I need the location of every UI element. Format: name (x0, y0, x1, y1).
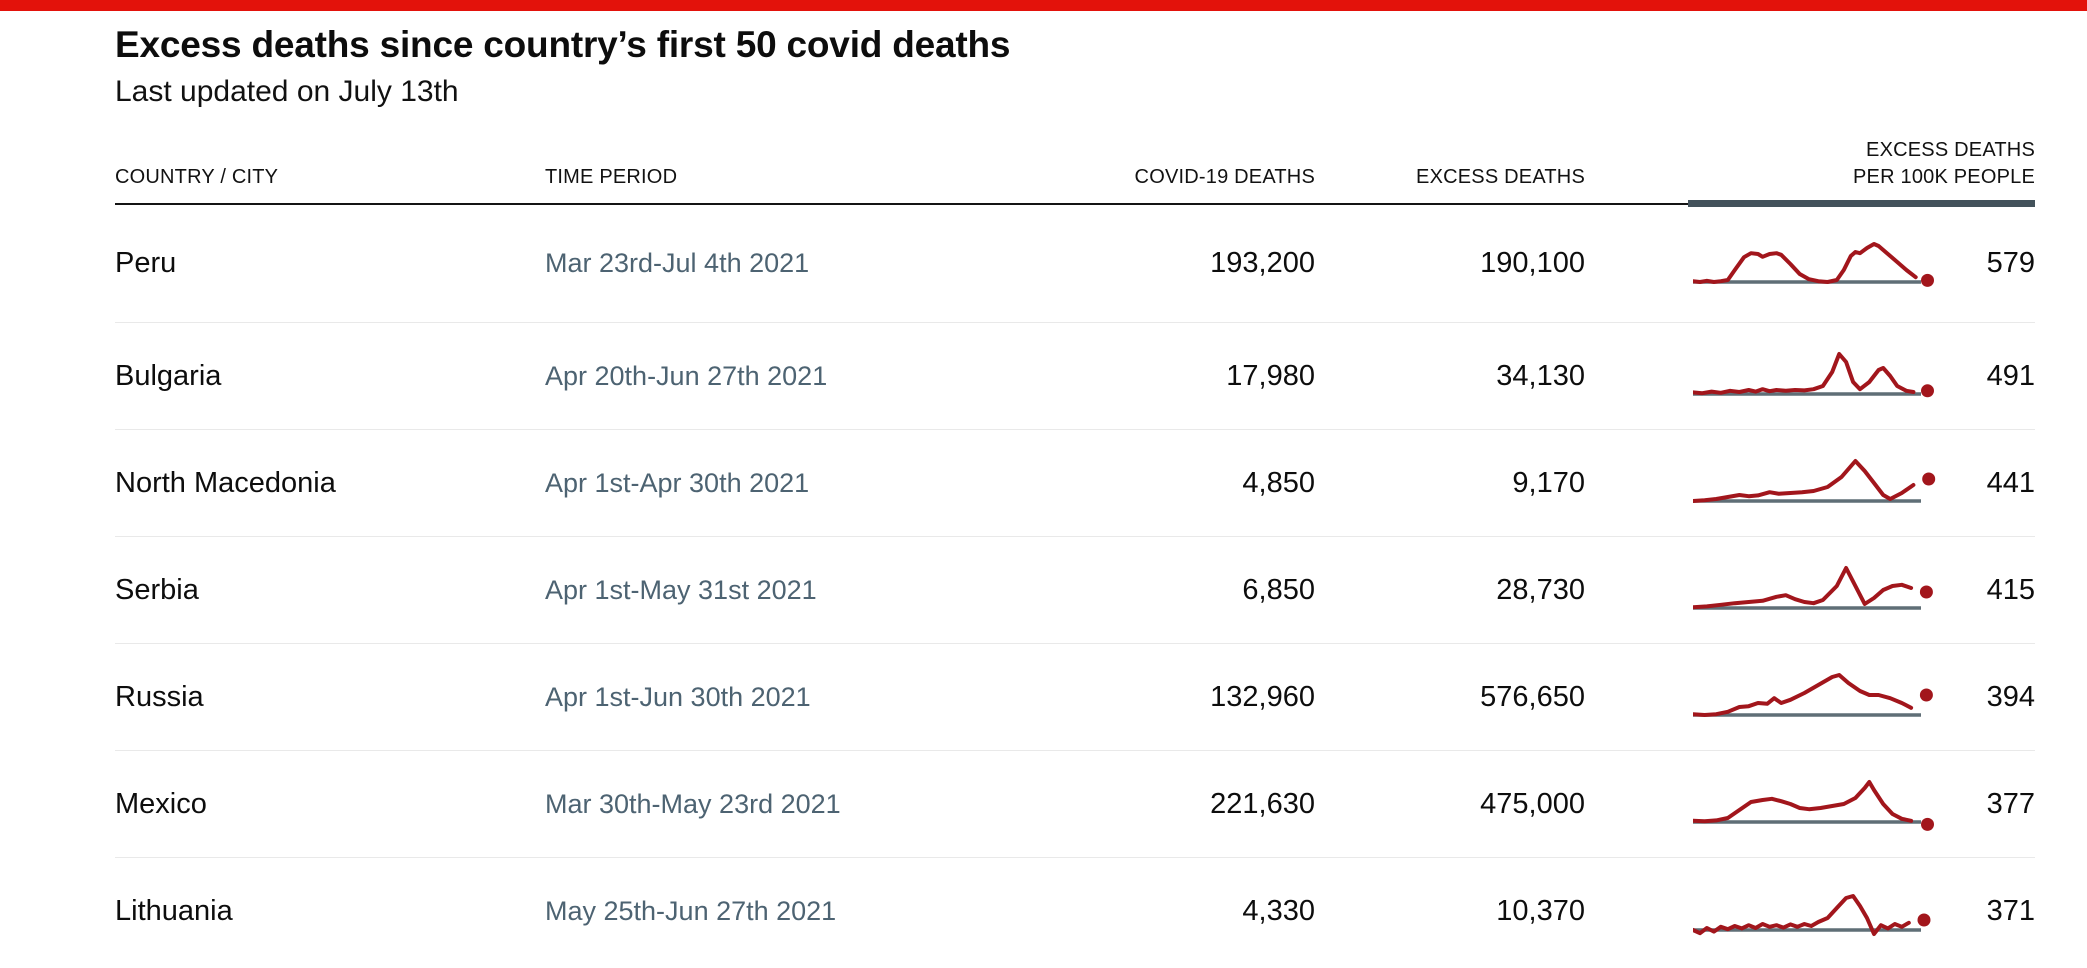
sparkline-endpoint-dot (1919, 585, 1933, 599)
excess-deaths-cell: 10,370 (1496, 895, 1585, 927)
covid-deaths-cell: 221,630 (1210, 787, 1315, 820)
table-row: Peru Mar 23rd-Jul 4th 2021 193,200 190,1… (115, 205, 2035, 323)
per-100k-value-cell: 579 (1986, 247, 2035, 279)
sparkline-line (1693, 241, 1918, 284)
sparkline-endpoint-dot (1921, 273, 1934, 287)
sparkline-cell (1585, 451, 1940, 515)
col-header-excess-deaths: EXCESS DEATHS (1416, 166, 1585, 188)
col-header-covid-deaths: COVID-19 DEATHS (1134, 166, 1315, 188)
sparkline-endpoint-dot (1921, 817, 1934, 831)
country-cell: Mexico (115, 787, 207, 820)
sparkline-cell (1585, 772, 1940, 836)
per-100k-value-cell: 371 (1986, 895, 2035, 927)
covid-deaths-cell: 132,960 (1210, 680, 1315, 713)
sparkline-line (1693, 893, 1911, 936)
country-cell: Serbia (115, 573, 199, 606)
country-cell: North Macedonia (115, 466, 336, 499)
country-cell: Bulgaria (115, 359, 222, 392)
time-period-cell: Mar 30th-May 23rd 2021 (545, 788, 841, 819)
sparkline-cell (1585, 880, 1940, 944)
per-100k-value-cell: 491 (1986, 359, 2035, 392)
col-header-excess-per-100k-line2: PER 100K PEOPLE (1853, 166, 2035, 188)
sparkline-column-rule (1688, 200, 2035, 207)
sparkline-cell (1585, 558, 1940, 622)
per-100k-value-cell: 377 (1986, 787, 2035, 820)
col-header-time-period: TIME PERIOD (545, 166, 678, 188)
excess-deaths-cell: 576,650 (1480, 680, 1585, 713)
excess-deaths-cell: 34,130 (1496, 359, 1585, 392)
excess-deaths-sparkline (1693, 459, 1936, 503)
sparkline-endpoint-dot (1917, 913, 1931, 926)
sparkline-endpoint-dot (1922, 472, 1936, 486)
col-header-country: COUNTRY / CITY (115, 166, 279, 188)
time-period-cell: Apr 1st-Apr 30th 2021 (545, 467, 810, 498)
sparkline-endpoint-dot (1919, 688, 1933, 702)
table-row: Lithuania May 25th-Jun 27th 2021 4,330 1… (115, 858, 2035, 965)
covid-deaths-cell: 6,850 (1242, 573, 1315, 606)
table-row: Russia Apr 1st-Jun 30th 2021 132,960 576… (115, 644, 2035, 751)
table-row: Mexico Mar 30th-May 23rd 2021 221,630 47… (115, 751, 2035, 858)
covid-deaths-cell: 4,330 (1242, 895, 1315, 927)
excess-deaths-sparkline (1693, 566, 1933, 610)
page-title: Excess deaths since country’s first 50 c… (115, 24, 1011, 65)
excess-deaths-table-widget: Excess deaths since country’s first 50 c… (115, 24, 2035, 965)
sparkline-cell (1585, 344, 1940, 408)
table-header: COUNTRY / CITY TIME PERIOD COVID-19 DEAT… (115, 109, 2035, 207)
sparkline-line (1693, 673, 1914, 717)
covid-deaths-cell: 17,980 (1226, 359, 1315, 392)
sparkline-line (1693, 459, 1916, 503)
time-period-cell: Mar 23rd-Jul 4th 2021 (545, 248, 810, 278)
excess-deaths-sparkline (1693, 780, 1934, 831)
per-100k-value-cell: 394 (1986, 680, 2035, 713)
sparkline-line (1693, 352, 1916, 396)
country-cell: Peru (115, 247, 177, 279)
last-updated-subtitle: Last updated on July 13th (115, 75, 459, 108)
sparkline-line (1693, 780, 1914, 824)
time-period-cell: May 25th-Jun 27th 2021 (545, 896, 837, 926)
sparkline-cell (1585, 665, 1940, 729)
time-period-cell: Apr 1st-Jun 30th 2021 (545, 681, 811, 712)
excess-deaths-cell: 475,000 (1480, 787, 1585, 820)
col-header-excess-per-100k-line1: EXCESS DEATHS (1866, 139, 2035, 161)
excess-deaths-cell: 190,100 (1480, 247, 1585, 279)
time-period-cell: Apr 1st-May 31st 2021 (545, 574, 817, 605)
sparkline-endpoint-dot (1921, 384, 1934, 398)
per-100k-value-cell: 415 (1986, 573, 2035, 606)
table-row: North Macedonia Apr 1st-Apr 30th 2021 4,… (115, 430, 2035, 537)
table-row: Serbia Apr 1st-May 31st 2021 6,850 28,73… (115, 537, 2035, 644)
country-cell: Russia (115, 680, 204, 713)
excess-deaths-sparkline (1693, 673, 1933, 717)
top-accent-bar (0, 0, 2087, 11)
covid-deaths-cell: 193,200 (1210, 247, 1315, 279)
excess-deaths-cell: 9,170 (1512, 466, 1585, 499)
excess-deaths-cell: 28,730 (1496, 573, 1585, 606)
sparkline-line (1693, 566, 1914, 610)
per-100k-value-cell: 441 (1986, 466, 2035, 499)
country-cell: Lithuania (115, 895, 233, 927)
excess-deaths-sparkline (1693, 893, 1931, 936)
table-row: Bulgaria Apr 20th-Jun 27th 2021 17,980 3… (115, 323, 2035, 430)
time-period-cell: Apr 20th-Jun 27th 2021 (545, 360, 828, 391)
excess-deaths-sparkline (1693, 352, 1934, 398)
table-body: Peru Mar 23rd-Jul 4th 2021 193,200 190,1… (115, 205, 2035, 965)
covid-deaths-cell: 4,850 (1242, 466, 1315, 499)
col-header-excess-per-100k: EXCESS DEATHS PER 100K PEOPLE (1585, 137, 2035, 191)
sparkline-cell (1585, 232, 1940, 296)
excess-deaths-sparkline (1693, 241, 1934, 287)
